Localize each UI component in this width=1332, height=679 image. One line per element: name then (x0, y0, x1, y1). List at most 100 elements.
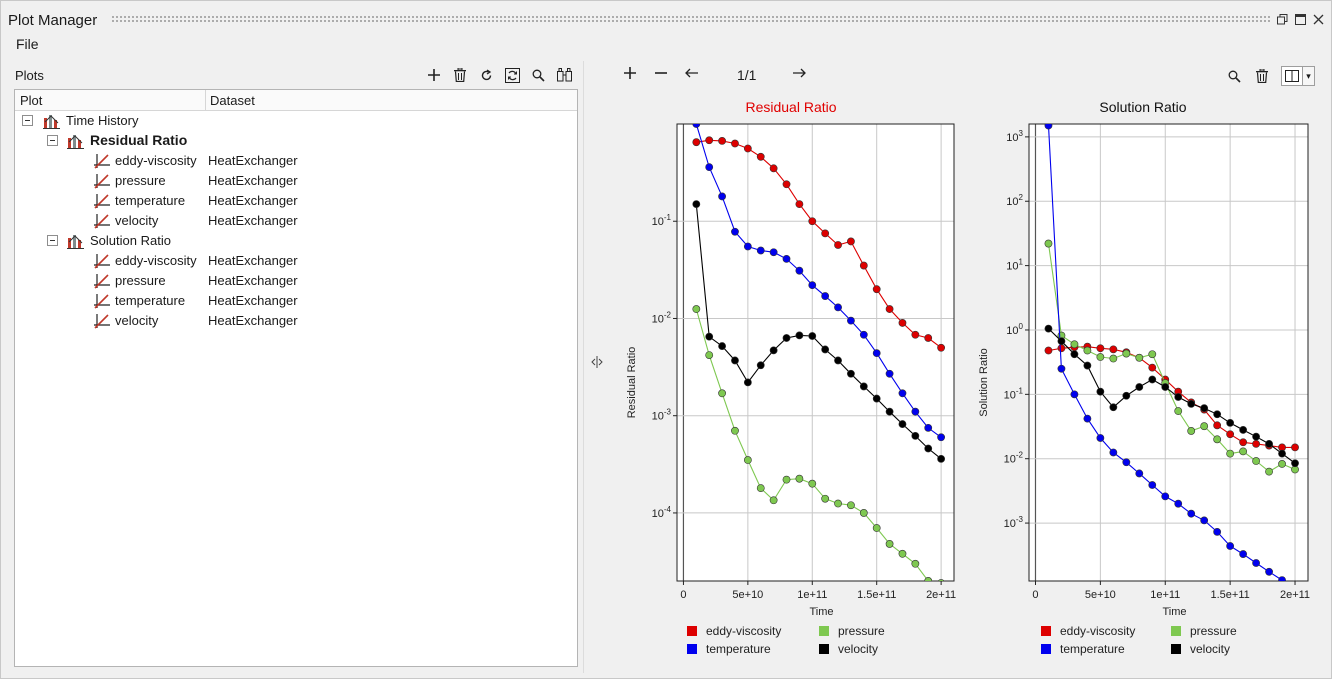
tree-row-curve[interactable]: temperature HeatExchanger (15, 291, 575, 311)
tree-row-curve[interactable]: velocity HeatExchanger (15, 311, 575, 331)
tree-item-label: Residual Ratio (90, 132, 188, 148)
layout-icon[interactable] (1281, 66, 1303, 86)
legend-label-eddy-viscosity: eddy-viscosity (1060, 624, 1135, 638)
data-point-velocity (937, 454, 946, 463)
data-point-velocity (1226, 418, 1235, 427)
data-point-eddy-viscosity (1213, 421, 1222, 430)
splitter-handle-icon[interactable] (591, 356, 603, 371)
x-tick-label: 1e+11 (1150, 589, 1180, 601)
tree-item-label: pressure (115, 173, 166, 188)
data-point-velocity (718, 342, 726, 350)
dropdown-icon[interactable]: ▾ (1303, 66, 1315, 86)
data-point-temperature (1226, 542, 1235, 550)
restore-icon[interactable] (1275, 12, 1289, 26)
tree-row-solution-ratio[interactable]: Solution Ratio (15, 231, 575, 251)
x-tick-label: 1.5e+11 (1211, 589, 1250, 601)
title-bar[interactable]: Plot Manager (1, 1, 1331, 35)
collapse-icon[interactable] (47, 235, 58, 246)
delete-icon[interactable] (451, 66, 469, 84)
data-point-pressure (1148, 350, 1157, 359)
legend-swatch-eddy-viscosity (1041, 626, 1051, 636)
data-point-pressure (1226, 449, 1235, 458)
collapse-icon[interactable] (47, 135, 58, 146)
data-point-pressure (1044, 239, 1053, 248)
compare-icon[interactable] (555, 66, 573, 84)
data-point-eddy-viscosity (1096, 344, 1105, 353)
curve-icon (94, 254, 110, 269)
add-icon[interactable] (425, 66, 443, 84)
search-icon[interactable] (529, 66, 547, 84)
data-point-temperature (1239, 550, 1248, 558)
reload-icon[interactable] (503, 66, 521, 84)
forward-arrow-icon[interactable] (789, 64, 809, 84)
menu-bar: File (1, 35, 1331, 55)
panel-splitter[interactable] (583, 61, 584, 673)
tree-row-curve[interactable]: temperature HeatExchanger (15, 191, 575, 211)
data-point-pressure (1174, 407, 1183, 415)
drag-grip[interactable] (111, 15, 1271, 23)
tree-row-curve[interactable]: pressure HeatExchanger (15, 171, 575, 191)
back-arrow-icon[interactable] (682, 64, 702, 84)
data-point-eddy-viscosity (1239, 438, 1248, 447)
legend-label-velocity: velocity (838, 642, 878, 656)
data-point-pressure (937, 579, 945, 581)
data-point-pressure (1122, 349, 1131, 358)
data-point-temperature (1174, 499, 1183, 508)
search-icon[interactable] (1225, 67, 1243, 85)
tree-row-curve[interactable]: velocity HeatExchanger (15, 211, 575, 231)
data-point-pressure (1239, 447, 1248, 456)
plot-group-icon (67, 235, 84, 249)
data-point-pressure (847, 501, 855, 510)
data-point-eddy-viscosity (1109, 345, 1118, 354)
data-point-temperature (1148, 481, 1157, 489)
data-point-pressure (859, 509, 868, 517)
data-point-pressure (795, 474, 804, 483)
tree-item-label: temperature (115, 193, 186, 208)
data-point-pressure (1187, 427, 1196, 435)
plot-tree[interactable]: Plot Dataset Time History Residual Ratio… (14, 89, 578, 667)
data-point-pressure (782, 475, 791, 484)
data-point-pressure (1070, 340, 1079, 349)
data-point-velocity (1200, 404, 1209, 413)
data-point-velocity (859, 382, 868, 391)
x-tick-label: 5e+10 (1085, 589, 1116, 601)
menu-file[interactable]: File (16, 36, 39, 52)
legend-label-pressure: pressure (1190, 624, 1237, 638)
data-point-temperature (782, 254, 791, 263)
data-point-velocity (885, 407, 894, 416)
y-tick-label: 101 (1006, 258, 1023, 273)
data-point-velocity (924, 444, 933, 453)
column-dataset[interactable]: Dataset (210, 93, 255, 108)
data-point-pressure (705, 351, 714, 360)
tree-item-label: eddy-viscosity (115, 253, 197, 268)
tree-row-curve[interactable]: pressure HeatExchanger (15, 271, 575, 291)
data-point-pressure (1135, 353, 1144, 362)
data-point-velocity (1291, 459, 1299, 468)
plots-panel: Plots Plot Dat (1, 61, 583, 673)
data-point-temperature (731, 227, 739, 236)
data-point-velocity (808, 332, 817, 340)
zoom-out-icon[interactable] (651, 64, 671, 84)
column-divider[interactable] (205, 90, 206, 111)
collapse-icon[interactable] (22, 115, 33, 126)
data-point-eddy-viscosity (847, 237, 855, 246)
delete-icon[interactable] (1253, 67, 1271, 85)
data-point-temperature (898, 389, 907, 398)
column-plot[interactable]: Plot (20, 93, 43, 108)
data-point-velocity (756, 361, 765, 370)
plot-area (1029, 124, 1308, 581)
tree-row-time-history[interactable]: Time History (15, 111, 575, 131)
data-point-pressure (1213, 435, 1222, 444)
data-point-eddy-viscosity (1252, 439, 1260, 448)
data-point-pressure (1200, 422, 1209, 431)
maximize-icon[interactable] (1293, 12, 1307, 26)
curve-icon (94, 294, 110, 309)
tree-row-curve[interactable]: eddy-viscosity HeatExchanger (15, 151, 575, 171)
tree-row-residual-ratio[interactable]: Residual Ratio (15, 131, 575, 151)
refresh-icon[interactable] (477, 66, 495, 84)
data-point-eddy-viscosity (859, 261, 868, 270)
tree-row-curve[interactable]: eddy-viscosity HeatExchanger (15, 251, 575, 271)
zoom-in-icon[interactable] (620, 64, 640, 84)
close-icon[interactable] (1311, 12, 1325, 26)
